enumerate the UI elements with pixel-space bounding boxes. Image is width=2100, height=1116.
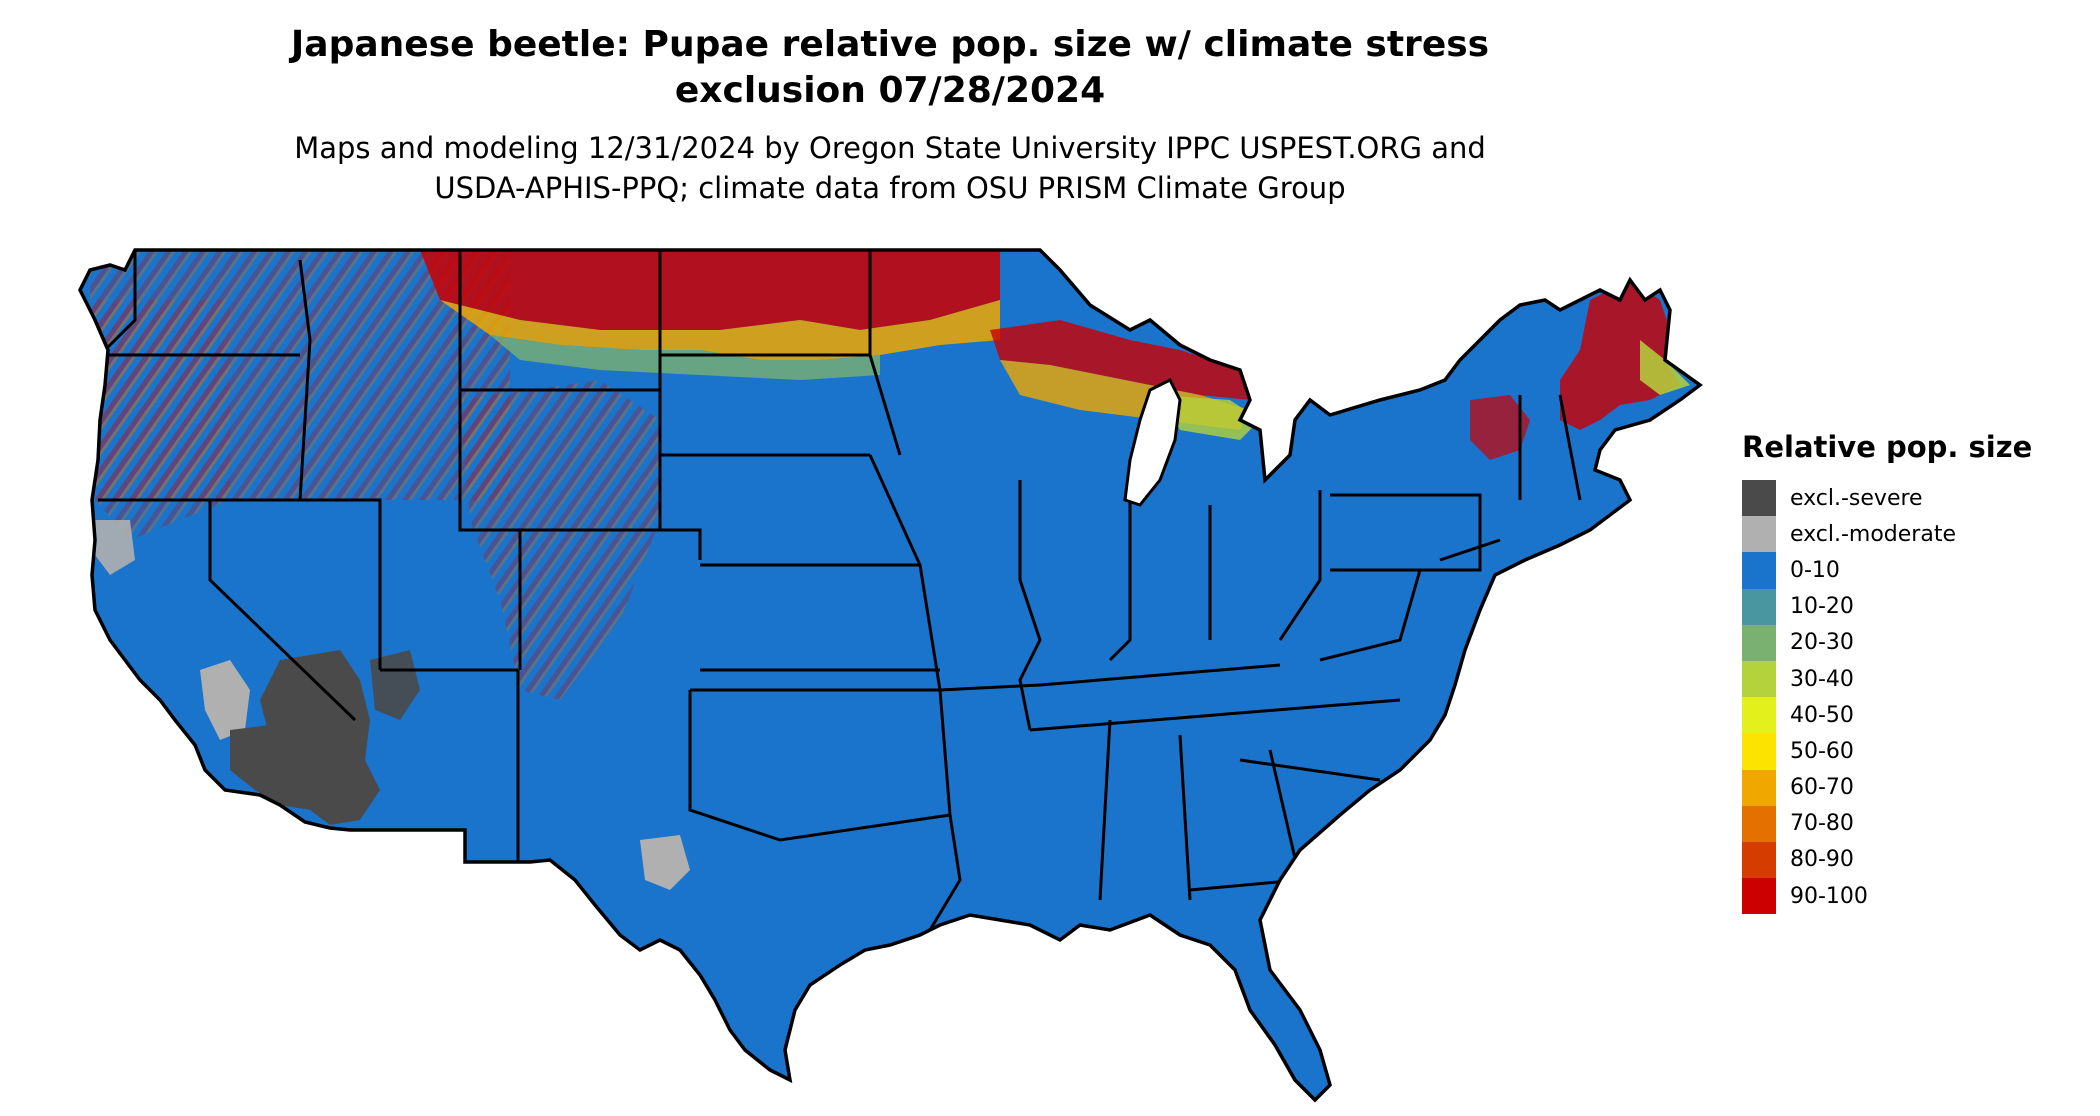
legend-swatch <box>1742 588 1776 625</box>
legend-label: 80-90 <box>1790 847 1854 873</box>
legend-label: 60-70 <box>1790 775 1854 801</box>
map-title: Japanese beetle: Pupae relative pop. siz… <box>0 22 1780 114</box>
legend-item: 40-50 <box>1742 697 2032 734</box>
title-line-1: Japanese beetle: Pupae relative pop. siz… <box>290 24 1490 65</box>
legend-swatch <box>1742 697 1776 734</box>
title-line-2: exclusion 07/28/2024 <box>674 70 1106 111</box>
legend-label: excl.-severe <box>1790 485 1923 511</box>
legend-swatch <box>1742 733 1776 770</box>
legend-label: 70-80 <box>1790 811 1854 837</box>
legend-item: 60-70 <box>1742 769 2032 806</box>
conus-map <box>78 248 1703 1103</box>
legend-label: 90-100 <box>1790 883 1868 909</box>
legend-item: excl.-severe <box>1742 480 2032 517</box>
lake-michigan <box>1123 377 1182 507</box>
legend-swatch <box>1742 805 1776 842</box>
subtitle-line-2: USDA-APHIS-PPQ; climate data from OSU PR… <box>434 171 1346 205</box>
legend-item: 50-60 <box>1742 733 2032 770</box>
legend-label: 0-10 <box>1790 557 1840 583</box>
legend-item: 30-40 <box>1742 660 2032 698</box>
legend-swatch <box>1742 878 1776 915</box>
legend-item: 80-90 <box>1742 841 2032 879</box>
legend-swatch <box>1742 516 1776 553</box>
legend-swatch <box>1742 841 1776 879</box>
legend-label: 30-40 <box>1790 666 1854 692</box>
legend-item: 70-80 <box>1742 805 2032 842</box>
legend-label: 10-20 <box>1790 594 1854 620</box>
legend-title: Relative pop. size <box>1742 430 2033 464</box>
legend-label: excl.-moderate <box>1790 521 1956 547</box>
legend-item: 10-20 <box>1742 588 2032 625</box>
legend-swatch <box>1742 660 1776 698</box>
legend-swatch <box>1742 480 1776 517</box>
map-subtitle: Maps and modeling 12/31/2024 by Oregon S… <box>0 128 1780 208</box>
subtitle-line-1: Maps and modeling 12/31/2024 by Oregon S… <box>294 131 1486 165</box>
legend-item: 20-30 <box>1742 624 2032 661</box>
legend-items: excl.-severe excl.-moderate 0-10 10-20 2… <box>1742 480 2032 915</box>
legend-swatch <box>1742 624 1776 661</box>
legend-item: 0-10 <box>1742 552 2032 589</box>
us-outline <box>78 248 1703 1103</box>
legend-label: 40-50 <box>1790 702 1854 728</box>
legend: Relative pop. size excl.-severe excl.-mo… <box>1742 430 2033 915</box>
legend-swatch <box>1742 769 1776 806</box>
legend-swatch <box>1742 552 1776 589</box>
legend-item: 90-100 <box>1742 878 2032 915</box>
legend-label: 50-60 <box>1790 738 1854 764</box>
legend-item: excl.-moderate <box>1742 516 2032 553</box>
legend-label: 20-30 <box>1790 630 1854 656</box>
